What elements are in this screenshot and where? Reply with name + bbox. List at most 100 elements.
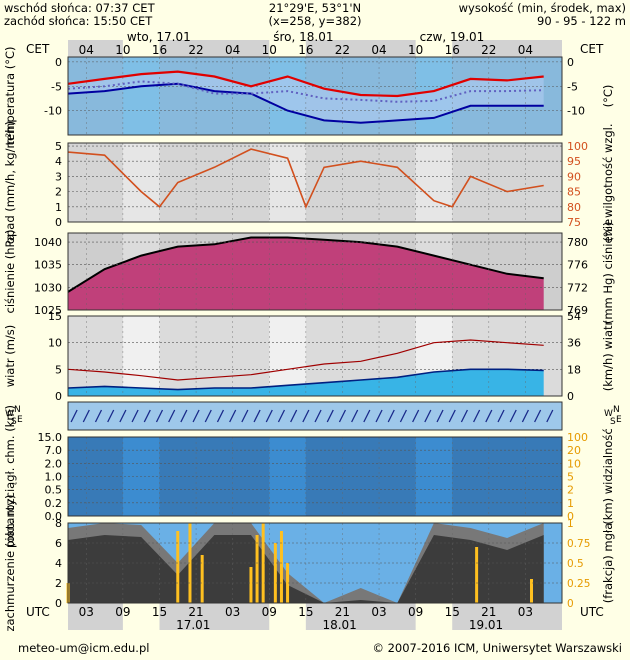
- wind-tick-right: 18: [567, 363, 581, 376]
- pres-tick-left: 1040: [34, 236, 62, 249]
- panel-bg-vis: [68, 437, 562, 516]
- vis-tick-left: 15.0: [38, 431, 63, 444]
- fog-tick-right: 0.75: [567, 538, 590, 550]
- vis-tick-left: 0.5: [45, 484, 63, 497]
- hour-label-bottom: 21: [481, 605, 496, 619]
- temp-max-line: [67, 70, 544, 98]
- panel-frame-pres: [67, 232, 563, 311]
- wind-barb: [155, 409, 164, 423]
- panel-bg-dir: [68, 402, 562, 430]
- vis-tick-left: 2.0: [45, 457, 63, 470]
- hour-label-bottom: 03: [371, 605, 386, 619]
- compass-right: E: [616, 415, 622, 425]
- wind-speed-line: [67, 368, 544, 391]
- compass-left: W: [5, 409, 14, 419]
- footer-copyright: © 2007-2016 ICM, Uniwersytet Warszawski: [372, 641, 622, 655]
- hour-label-top: 04: [371, 43, 386, 57]
- altitude-values: 90 - 95 - 122 m: [537, 14, 626, 28]
- wind-barb: [70, 409, 78, 423]
- fog-bar: [261, 523, 265, 603]
- day-label-top: czw, 19.01: [420, 30, 485, 44]
- humidity-tick-right: 90: [567, 170, 581, 183]
- day-label-top: wto, 17.01: [127, 30, 191, 44]
- hour-label-top: 04: [79, 43, 94, 57]
- vis-tick-right: 2: [567, 484, 574, 497]
- vis-tick-left: 0.0: [45, 510, 63, 523]
- night-band: [305, 40, 416, 57]
- hour-label-top: 10: [408, 43, 423, 57]
- panel-frame-prec: [67, 142, 563, 223]
- temp-axis-label: temperatura (°C): [3, 47, 17, 146]
- wind-barb: [229, 409, 237, 423]
- prec-tick-left: 2: [55, 186, 62, 199]
- fog-bar: [273, 543, 277, 603]
- temp-tick-left: -5: [51, 80, 62, 93]
- vis-tick-right: 100: [567, 431, 588, 444]
- grid-text: (x=258, y=382): [268, 14, 361, 28]
- hour-label-top: 22: [335, 43, 350, 57]
- wind-barb: [436, 409, 444, 423]
- night-shade: [159, 57, 270, 135]
- temp-tick-right: 0: [567, 56, 574, 69]
- compass-left: N: [14, 405, 21, 415]
- night-band: [159, 40, 270, 57]
- temp-tick-left: 0: [55, 56, 62, 69]
- vis-tick-left: 1.0: [45, 471, 63, 484]
- pres-tick-right: 772: [567, 281, 588, 294]
- prec-tick-left: 4: [55, 155, 62, 168]
- tz-bottom-right: UTC: [580, 605, 604, 619]
- vis-tick-left: 0.2: [45, 497, 63, 510]
- fog-bar: [475, 547, 479, 603]
- fog-bar: [249, 567, 253, 603]
- wind-barb: [290, 409, 298, 423]
- compass-left: S: [11, 417, 17, 427]
- pres-tick-left: 1035: [34, 259, 62, 272]
- vis-tick-right: 20: [567, 444, 581, 457]
- cloud-tick-left: 8: [55, 517, 62, 530]
- hour-label-bottom: 15: [152, 605, 167, 619]
- wind-barb: [412, 409, 420, 423]
- hour-label-bottom: 09: [408, 605, 423, 619]
- vis-axis-label: pion. rozciągł. chm. (km): [3, 405, 17, 548]
- night-shade: [68, 57, 123, 135]
- wind-barb: [131, 409, 139, 423]
- hour-label-bottom: 03: [225, 605, 240, 619]
- temp-axis-label-right: (°C): [601, 85, 615, 108]
- hour-label-top: 16: [152, 43, 167, 57]
- fog-tick-right: 1: [567, 518, 574, 530]
- wind-barb: [424, 409, 432, 423]
- night-shade: [159, 316, 270, 396]
- fog-bar: [255, 535, 259, 603]
- prec-tick-left: 3: [55, 170, 62, 183]
- wind-barb: [460, 409, 469, 423]
- wind-barb: [265, 409, 273, 423]
- wind-barb: [375, 409, 383, 423]
- panel-frame-wind: [67, 315, 563, 397]
- night-band: [68, 40, 123, 57]
- wind-axis-label-right: (km/h) wiatr: [601, 320, 615, 391]
- wind-barb: [509, 409, 517, 423]
- day-label-top: śro, 18.01: [273, 30, 333, 44]
- pres-tick-left: 1025: [34, 304, 62, 317]
- prec-tick-left: 0: [55, 216, 62, 229]
- cloud-tick-left: 6: [55, 537, 62, 550]
- fog-bar: [200, 555, 204, 603]
- compass-right: N: [613, 405, 620, 415]
- tz-top-left: CET: [26, 42, 50, 56]
- wind-barb: [326, 409, 334, 423]
- wind-gust-line: [67, 339, 544, 381]
- humidity-tick-right: 85: [567, 186, 581, 199]
- wind-axis-label: wiatr (m/s): [3, 325, 17, 388]
- wind-barb: [107, 409, 115, 423]
- hour-label-bottom: 03: [518, 605, 533, 619]
- wind-barb: [546, 409, 554, 423]
- night-band: [452, 40, 562, 57]
- wind-barb: [277, 409, 286, 423]
- temp-mid-line: [67, 80, 544, 103]
- altitude-label: wysokość (min, środek, max): [459, 1, 626, 15]
- pres-tick-left: 1030: [34, 281, 62, 294]
- night-shade: [68, 143, 123, 222]
- panel-frame-dir: [67, 401, 563, 431]
- temp-tick-right: -5: [567, 80, 578, 93]
- coords-text: 21°29'E, 53°1'N: [269, 1, 361, 15]
